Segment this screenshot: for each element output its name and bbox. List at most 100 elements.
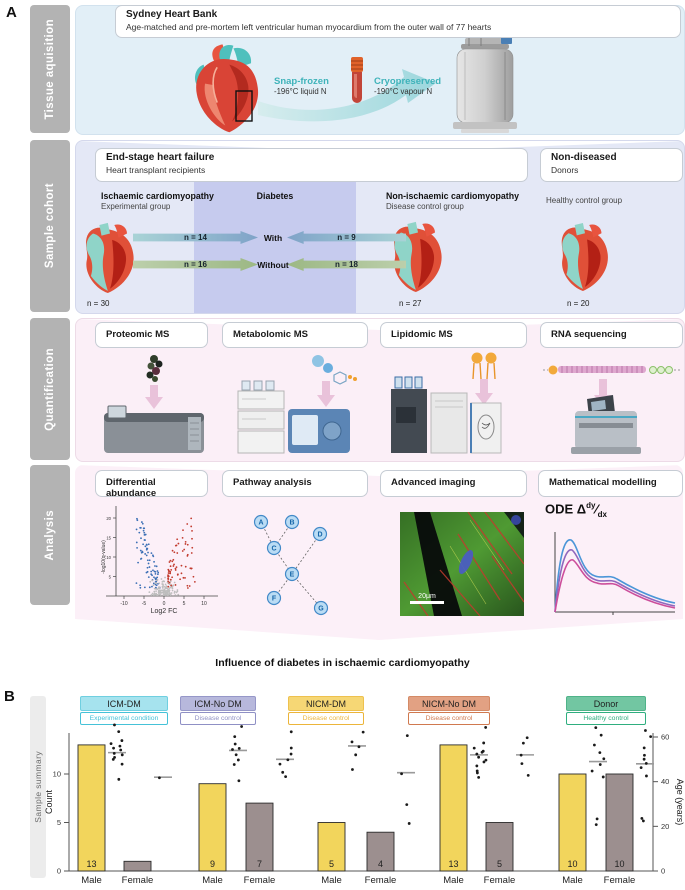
bar-male [558, 773, 587, 872]
volcano-xlabel: Log2 FC [151, 608, 178, 615]
heart-nicm-illustration [394, 221, 442, 292]
volcano-point [163, 593, 166, 595]
method-proteomic-box: Proteomic MS [95, 322, 208, 348]
age-dot [350, 740, 354, 744]
volcano-point [152, 582, 155, 585]
volcano-point [155, 584, 158, 587]
volcano-x-tick-label: 10 [201, 601, 207, 607]
volcano-point [138, 531, 141, 534]
age-dot [601, 775, 605, 779]
volcano-point [167, 575, 170, 578]
age-dot [361, 730, 365, 734]
nitrogen-tank-icon [453, 36, 517, 133]
pathway-node-label: D [317, 532, 322, 539]
age-dot [112, 751, 116, 755]
volcano-point [169, 559, 172, 562]
age-dot [644, 729, 647, 732]
microscopy-image: 20μm [400, 512, 524, 616]
age-dot [118, 744, 122, 748]
age-dot [521, 741, 525, 745]
volcano-point [153, 587, 156, 590]
section-divider-chevron [76, 141, 684, 152]
age-dot [602, 757, 606, 761]
volcano-point [168, 583, 171, 586]
volcano-point [191, 537, 193, 540]
volcano-point [167, 577, 170, 580]
volcano-point [147, 576, 150, 579]
bar-female [245, 802, 274, 872]
volcano-point [155, 565, 158, 568]
method-rna-box: RNA sequencing [540, 322, 683, 348]
volcano-point [163, 585, 166, 588]
age-dot [477, 755, 481, 759]
age-dot [594, 823, 598, 827]
pathway-node [313, 600, 329, 616]
bar-count-label: 10 [567, 859, 577, 869]
volcano-point [166, 594, 169, 596]
volcano-point [189, 567, 192, 570]
volcano-point [172, 565, 175, 567]
volcano-point [173, 581, 176, 584]
volcano-point [175, 566, 178, 569]
volcano-point [168, 587, 171, 590]
heart-illustration [194, 43, 259, 134]
volcano-point [167, 572, 170, 574]
age-dot [234, 753, 238, 757]
volcano-point [148, 559, 151, 562]
volcano-point [180, 564, 183, 567]
age-dot [117, 777, 121, 781]
arrow-with-left: n = 14 [133, 231, 258, 244]
volcano-point [182, 576, 185, 579]
age-dot [119, 748, 123, 752]
age-dot [592, 743, 596, 747]
age-axis-label: Age (years) [675, 779, 685, 826]
age-dot [475, 752, 479, 756]
age-dot [240, 725, 244, 728]
group-header-title: NICM-No DM [408, 696, 490, 711]
ode-sup: dy [586, 501, 596, 510]
volcano-point [153, 590, 156, 593]
sex-label: Female [365, 875, 397, 886]
volcano-point [166, 589, 169, 592]
volcano-point [156, 579, 158, 582]
with-label: With [263, 233, 283, 243]
volcano-point [174, 544, 177, 547]
volcano-point [150, 573, 153, 576]
ode-curves [554, 532, 676, 615]
volcano-point [173, 592, 176, 594]
volcano-y-tick-label: 20 [106, 516, 111, 521]
bar-count-label: 9 [210, 859, 215, 869]
volcano-point [168, 570, 170, 573]
volcano-point [154, 572, 157, 575]
section-divider-chevron [75, 465, 683, 476]
volcano-point [147, 543, 150, 546]
ode-curve-blue [554, 539, 676, 613]
sidebar-quantification: Quantification [30, 318, 70, 460]
volcano-point [186, 587, 189, 589]
group-header-condition: Healthy control [566, 712, 646, 725]
volcano-point [184, 577, 186, 579]
volcano-point [171, 560, 174, 563]
age-dot [407, 822, 411, 825]
volcano-point [156, 573, 159, 576]
volcano-point [170, 594, 172, 596]
volcano-point [152, 569, 154, 572]
sydney-heart-bank-box: Sydney Heart Bank Age-matched and pre-mo… [115, 5, 681, 38]
volcano-point [174, 567, 177, 570]
volcano-point [167, 585, 170, 588]
volcano-point [193, 580, 196, 583]
pathway-edge [291, 573, 322, 609]
volcano-point [135, 582, 138, 585]
age-dot [357, 745, 361, 749]
volcano-point [139, 586, 142, 589]
volcano-point [160, 592, 162, 594]
cryo-flow-arrow [258, 69, 436, 122]
metabolomic-ms-illustration [237, 355, 357, 454]
age-dot [520, 762, 524, 766]
group-header-title: ICM-DM [80, 696, 168, 711]
age-dot [405, 803, 409, 807]
volcano-point [146, 566, 149, 569]
sample-summary-chart: 0 5 10 0 20 40 60 Count Age (years) 13 Male Female 9… [44, 723, 685, 886]
volcano-point [169, 565, 172, 568]
ode-sub: dx [597, 509, 607, 519]
